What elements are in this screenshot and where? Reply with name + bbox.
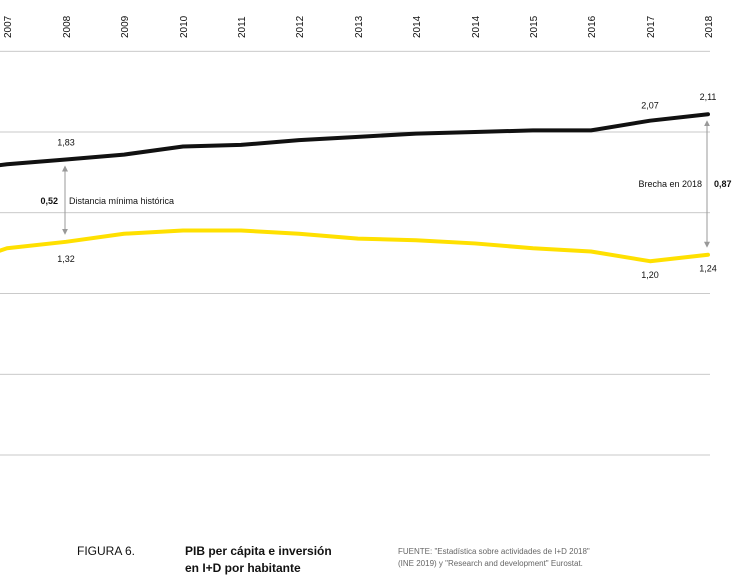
figure-source-line-2: (INE 2019) y "Research and development" … (398, 559, 583, 568)
figure-title-line-2: en I+D por habitante (185, 561, 301, 575)
x-tick-label: 2014 (412, 15, 423, 38)
x-tick-label: 2012 (295, 15, 306, 38)
min-gap-value: 0,52 (40, 196, 58, 206)
gap-2018-text: Brecha en 2018 (638, 179, 702, 189)
x-tick-label: 2018 (704, 15, 715, 38)
x-tick-label: 2014 (471, 15, 482, 38)
data-label-yellow-2017: 1,20 (641, 270, 659, 280)
x-tick-label: 2016 (587, 15, 598, 38)
gap-2018-value: 0,87 (714, 179, 732, 189)
line-chart: 2007 2008 2009 2010 2011 2012 2013 2014 2014 2015… (0, 15, 732, 456)
x-tick-label: 2013 (354, 15, 365, 38)
data-label-black-2018: 2,11 (700, 92, 717, 102)
figure-title: PIB per cápita e inversión en I+D por ha… (185, 543, 375, 577)
figure-number: FIGURA 6. (77, 544, 136, 558)
figure-source-line-1: FUENTE: "Estadística sobre actividades d… (398, 547, 590, 556)
x-tick-label: 2011 (237, 16, 248, 38)
x-tick-label: 2017 (646, 15, 657, 38)
data-label-black-2008: 1,83 (57, 137, 75, 147)
figure-title-line-1: PIB per cápita e inversión (185, 544, 332, 558)
x-tick-label: 2009 (120, 15, 131, 38)
gdp-per-capita-line (0, 112, 710, 168)
data-label-black-2017: 2,07 (641, 101, 659, 111)
x-tick-label: 2008 (62, 15, 73, 38)
x-tick-label: 2007 (3, 15, 14, 38)
data-label-yellow-2008: 1,32 (57, 254, 75, 264)
min-gap-text: Distancia mínima histórica (69, 196, 174, 206)
data-label-yellow-2018: 1,24 (699, 264, 717, 274)
x-tick-label: 2010 (179, 15, 190, 38)
x-tick-label: 2015 (529, 15, 540, 38)
rd-per-inhabitant-line (0, 228, 710, 264)
figure-source: FUENTE: "Estadística sobre actividades d… (398, 546, 658, 570)
